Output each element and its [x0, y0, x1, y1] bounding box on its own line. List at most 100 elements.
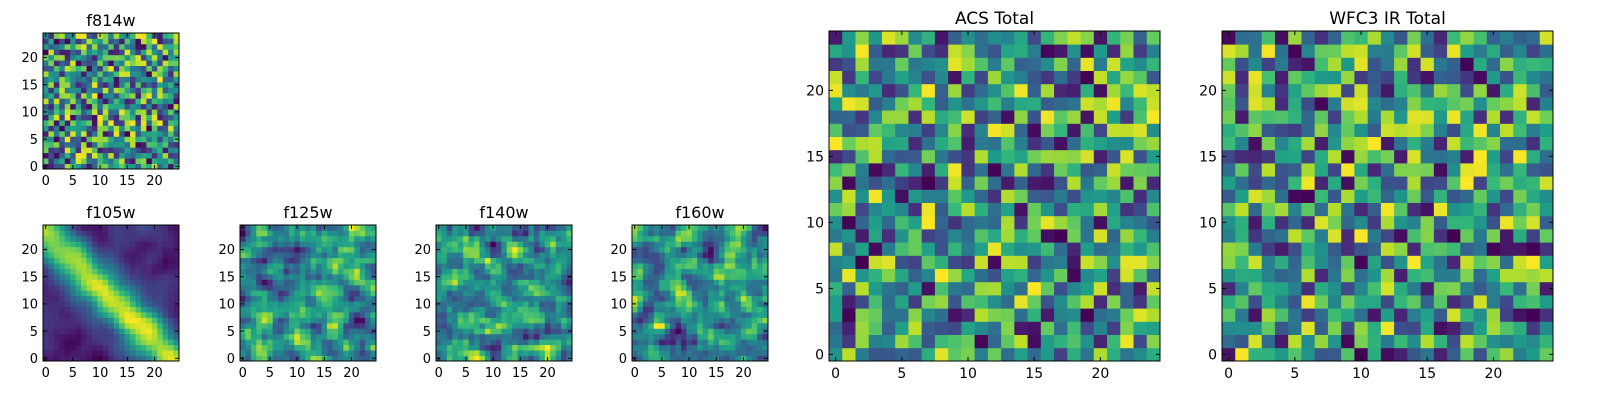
heatmap-cell [1001, 281, 1015, 296]
heatmap-cell [757, 322, 763, 329]
heatmap-cell [102, 163, 109, 170]
heatmap-cell [1222, 242, 1236, 256]
heatmap-cell [1040, 123, 1055, 137]
heatmap-cell [675, 350, 682, 356]
heatmap-cell [490, 241, 497, 248]
heatmap-cell [146, 33, 153, 39]
heatmap-cell [97, 344, 104, 351]
heatmap-cell [283, 350, 290, 356]
heatmap-cell [146, 241, 153, 248]
heatmap-cell [102, 328, 109, 335]
heatmap-cell [81, 49, 87, 56]
heatmap-cell [108, 120, 115, 126]
heatmap-cell [157, 284, 164, 291]
heatmap-cell [1460, 44, 1474, 58]
heatmap-cell [288, 241, 295, 248]
heatmap-cell [561, 246, 567, 253]
heatmap-cell [670, 235, 676, 242]
heatmap-cell [1486, 136, 1501, 151]
heatmap-cell [1261, 215, 1276, 230]
heatmap-cell [642, 273, 649, 280]
heatmap-cell [1248, 308, 1263, 322]
heatmap-cell [1380, 242, 1395, 256]
heatmap-cell [642, 225, 649, 231]
heatmap-cell [648, 350, 655, 356]
heatmap-cell [517, 290, 524, 297]
heatmap-cell [64, 355, 71, 362]
heatmap-cell [359, 235, 366, 242]
heatmap-cell [157, 333, 164, 340]
heatmap-cell [1447, 31, 1461, 45]
heatmap-cell [332, 355, 339, 362]
heatmap-cell [659, 344, 666, 351]
heatmap-cell [842, 281, 856, 296]
heatmap-cell [102, 263, 109, 269]
heatmap-cell [436, 268, 442, 275]
heatmap-cell [751, 301, 758, 307]
heatmap-cell [1120, 163, 1134, 177]
heatmap-cell [561, 355, 567, 362]
heatmap-cell [64, 339, 71, 346]
heatmap-cell [713, 273, 720, 280]
heatmap-cell [452, 328, 459, 335]
heatmap-cell [637, 246, 644, 253]
heatmap-cell [1500, 70, 1514, 85]
heatmap-cell [1433, 308, 1448, 322]
heatmap-cell [868, 176, 883, 190]
heatmap-cell [561, 328, 567, 335]
heatmap-cell [102, 355, 109, 362]
heatmap-cell [102, 246, 109, 253]
heatmap-cell [740, 317, 747, 324]
heatmap-cell [1500, 97, 1514, 111]
heatmap-cell [245, 284, 252, 291]
heatmap-cell [240, 257, 246, 264]
heatmap-cell [332, 290, 339, 297]
heatmap-cell [1080, 334, 1095, 349]
heatmap-cell [321, 252, 328, 259]
heatmap-cell [1341, 189, 1355, 203]
heatmap-cell [283, 322, 290, 329]
heatmap-cell [550, 355, 557, 362]
heatmap-cell [735, 355, 742, 362]
heatmap-cell [48, 290, 55, 297]
heatmap-cell [523, 328, 529, 335]
heatmap-cell [162, 241, 169, 248]
heatmap-cell [81, 71, 87, 77]
heatmap-cell [1367, 189, 1382, 203]
x-tick-label: 15 [1418, 366, 1436, 382]
heatmap-cell [555, 333, 562, 340]
heatmap-cell [479, 263, 486, 269]
heatmap-cell [86, 60, 93, 67]
heatmap-cell [81, 60, 87, 67]
heatmap-cell [974, 83, 989, 98]
heatmap-cell [987, 202, 1002, 217]
heatmap-cell [533, 268, 540, 275]
heatmap-cell [86, 350, 93, 356]
heatmap-cell [337, 328, 344, 335]
heatmap-cell [48, 344, 55, 351]
heatmap-cell [332, 350, 339, 356]
heatmap-cell [1054, 334, 1068, 349]
heatmap-cell [343, 225, 350, 231]
heatmap-cell [299, 333, 306, 340]
heatmap-cell [670, 230, 676, 237]
heatmap-cell [686, 279, 693, 286]
heatmap-cell [446, 328, 453, 335]
heatmap-cell [1001, 97, 1015, 111]
heatmap-cell [868, 136, 883, 151]
heatmap-cell [490, 295, 497, 302]
heatmap-cell [506, 328, 513, 335]
heatmap-cell [1394, 176, 1408, 190]
heatmap-cell [1380, 97, 1395, 111]
heatmap-cell [316, 268, 322, 275]
heatmap-cell [1486, 149, 1501, 164]
heatmap-cell [97, 273, 104, 280]
heatmap-cell [632, 350, 638, 356]
heatmap-cell [162, 163, 169, 170]
heatmap-cell [908, 308, 923, 322]
heatmap-cell [855, 255, 870, 269]
heatmap-cell [43, 60, 49, 67]
heatmap-cell [48, 355, 55, 362]
heatmap-cell [86, 130, 93, 137]
heatmap-cell [632, 312, 638, 318]
